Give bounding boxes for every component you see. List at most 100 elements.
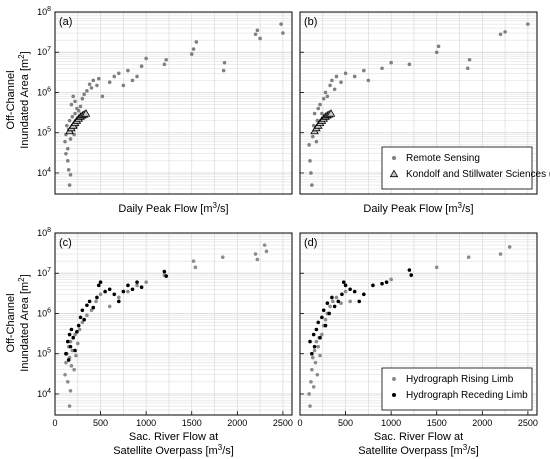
data-point (313, 360, 318, 365)
data-point (144, 56, 148, 61)
data-point (255, 257, 260, 262)
data-point (362, 68, 366, 73)
data-point (73, 99, 77, 104)
data-point (316, 106, 321, 111)
series-remote-sensing (63, 22, 285, 187)
data-point (107, 304, 112, 309)
panel-a: 104 105 106 107 108 (a) Daily Peak Flow [m3/s] (37, 6, 293, 215)
data-point (70, 348, 75, 353)
data-point (117, 295, 121, 300)
data-point (64, 351, 68, 356)
data-point (65, 159, 70, 163)
data-point (69, 327, 74, 332)
data-point (310, 355, 315, 360)
legend: Hydrograph Rising Limb Hydrograph Recedin… (381, 367, 533, 411)
x-tick-label: 1000 (136, 418, 156, 428)
data-point (76, 109, 81, 113)
series-hydrograph-receding-limb (308, 268, 414, 356)
x-tick-label: 1000 (381, 418, 401, 428)
data-point (309, 171, 313, 175)
data-point (191, 259, 196, 263)
x-tick-label: 2000 (227, 418, 247, 428)
series-kondolf-and-stillwater-sciences-2007- (65, 109, 91, 135)
data-point (316, 344, 321, 349)
panel-label: (d) (304, 237, 317, 249)
data-point (314, 339, 319, 344)
plot-frame (299, 11, 538, 195)
data-point (95, 83, 99, 88)
data-point (71, 94, 76, 99)
legend-label: Hydrograph Receding Limb (406, 390, 528, 401)
series-hydrograph-rising-limb (63, 243, 269, 408)
data-point (307, 392, 311, 396)
data-point (330, 78, 334, 83)
data-point (352, 74, 357, 79)
data-point (325, 301, 330, 306)
data-point (318, 102, 322, 107)
data-point (89, 308, 94, 313)
data-point (323, 323, 328, 328)
legend: Remote Sensing Kondolf and Stillwater Sci… (381, 146, 550, 190)
data-point (507, 245, 512, 249)
x-axis-title-line1: Sac. River Flow at (129, 431, 218, 443)
data-point (68, 339, 73, 344)
data-point (71, 335, 76, 340)
data-point (139, 64, 144, 68)
data-point (63, 372, 67, 377)
data-point (339, 301, 343, 306)
data-point (503, 30, 507, 34)
panel-b: (b) Daily Peak Flow [m3/s] Remote Sensing K… (299, 11, 550, 215)
data-point (65, 146, 70, 151)
x-tick-label: 1500 (182, 418, 202, 428)
data-point (220, 255, 225, 260)
data-point (70, 114, 75, 119)
y-tick-label: 107 (37, 46, 51, 57)
y-tick-label: 107 (37, 267, 51, 278)
data-point (73, 111, 77, 116)
data-point (112, 292, 117, 297)
data-point (407, 268, 412, 272)
data-point (264, 249, 269, 254)
data-point (334, 295, 339, 300)
data-point (76, 323, 81, 328)
y-tick-label: 108 (37, 6, 51, 17)
data-point (78, 104, 83, 109)
data-point (321, 308, 326, 313)
data-point (253, 32, 258, 37)
plot-frame (54, 232, 293, 416)
data-point (343, 283, 348, 288)
panels-layer: 104 105 106 107 108 (a) Daily Peak Flow [m3/s]… (37, 6, 550, 457)
data-point (100, 94, 105, 99)
data-point (67, 183, 72, 187)
data-point (98, 280, 103, 284)
data-point (311, 332, 316, 337)
data-point (348, 287, 352, 292)
data-point (139, 285, 144, 289)
data-point (320, 332, 324, 337)
data-point (348, 299, 352, 304)
data-point (467, 57, 472, 62)
data-point (307, 143, 311, 147)
y-axis-title-bottom-line2: Inundated Area [m2] (17, 274, 31, 371)
data-point (328, 83, 332, 88)
data-point (222, 60, 227, 65)
x-tick-label: 0 (52, 418, 57, 428)
data-point (310, 367, 314, 372)
data-point (107, 287, 112, 292)
x-tick-label: 2500 (518, 418, 538, 428)
legend-label: Remote Sensing (406, 153, 480, 164)
data-point (341, 280, 346, 284)
data-point (80, 96, 85, 101)
data-point (334, 74, 339, 79)
data-point (69, 364, 74, 368)
data-point (103, 289, 107, 294)
data-point (75, 341, 80, 346)
data-point (96, 76, 101, 81)
data-point (311, 123, 316, 128)
data-point (221, 68, 226, 73)
panel-label: (c) (59, 237, 72, 249)
data-point (96, 283, 101, 288)
data-point (409, 273, 414, 277)
data-point (253, 252, 258, 256)
